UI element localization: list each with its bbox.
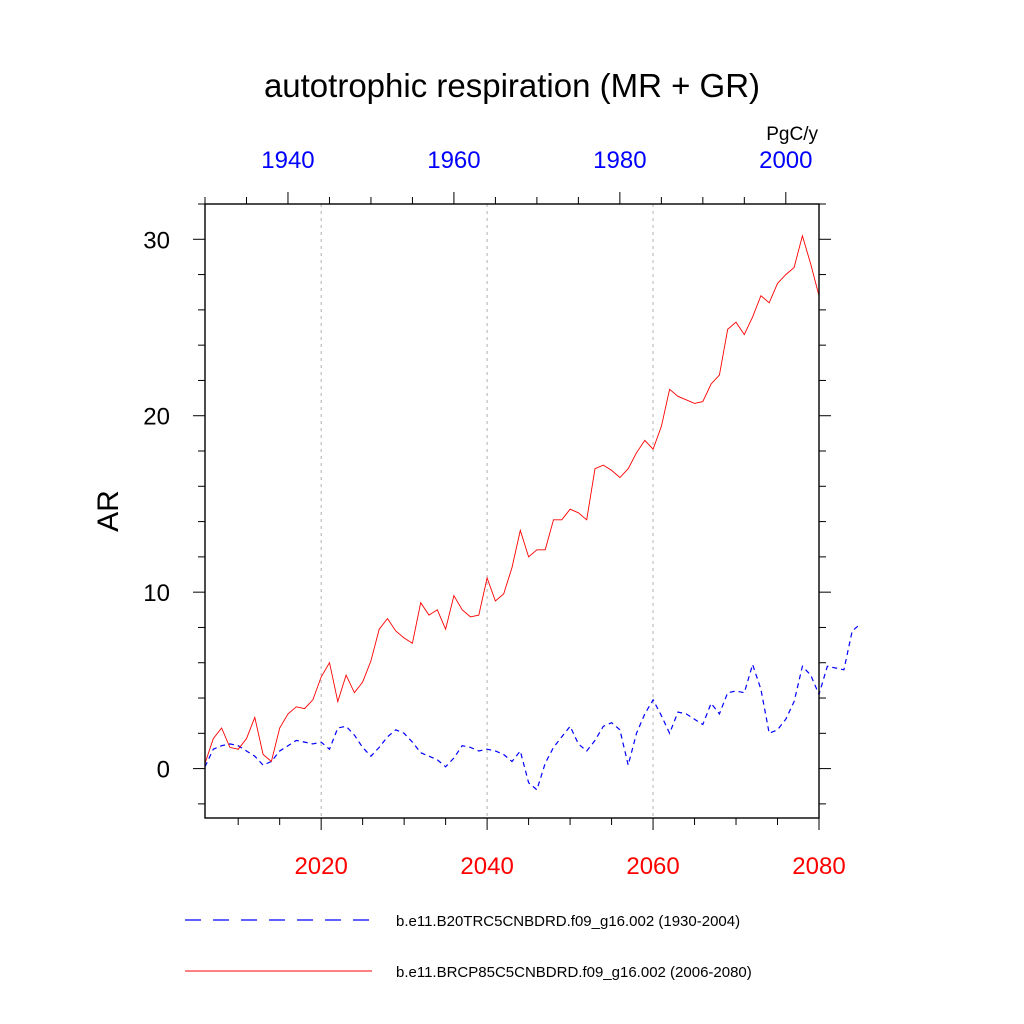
x-top-label-1960: 1960: [427, 147, 480, 174]
x-top-label-2000: 2000: [759, 147, 812, 174]
x-bottom-label-2080: 2080: [792, 853, 845, 880]
series-layer: [204, 234, 861, 791]
legend-label-1: b.e11.B20TRC5CNBDRD.f09_g16.002 (1930-20…: [396, 913, 740, 930]
series-line-1: [204, 623, 861, 791]
y-tick-label-20: 20: [143, 404, 170, 431]
legend: b.e11.B20TRC5CNBDRD.f09_g16.002 (1930-20…: [185, 913, 752, 981]
x-top-label-1980: 1980: [593, 147, 646, 174]
series-line-2: [204, 234, 820, 764]
y-tick-label-10: 10: [143, 580, 170, 607]
x-top-label-1940: 1940: [261, 147, 314, 174]
chart-title: autotrophic respiration (MR + GR): [264, 67, 760, 104]
y-axis-label: AR: [92, 490, 125, 532]
plot-frame: [204, 203, 820, 819]
x-bottom-label-2020: 2020: [294, 853, 347, 880]
axes-layer: 0 10 20 30 2020 2040 2060 2080 1940 1960 1980 2000: [143, 147, 845, 880]
x-bottom-label-2040: 2040: [460, 853, 513, 880]
x-bottom-label-2060: 2060: [626, 853, 679, 880]
y-tick-label-0: 0: [157, 757, 170, 784]
y-tick-label-30: 30: [143, 227, 170, 254]
legend-label-2: b.e11.BRCP85C5CNBDRD.f09_g16.002 (2006-2…: [396, 964, 752, 981]
vertical-gridlines: [320, 204, 654, 818]
units-label: PgC/y: [766, 124, 818, 145]
